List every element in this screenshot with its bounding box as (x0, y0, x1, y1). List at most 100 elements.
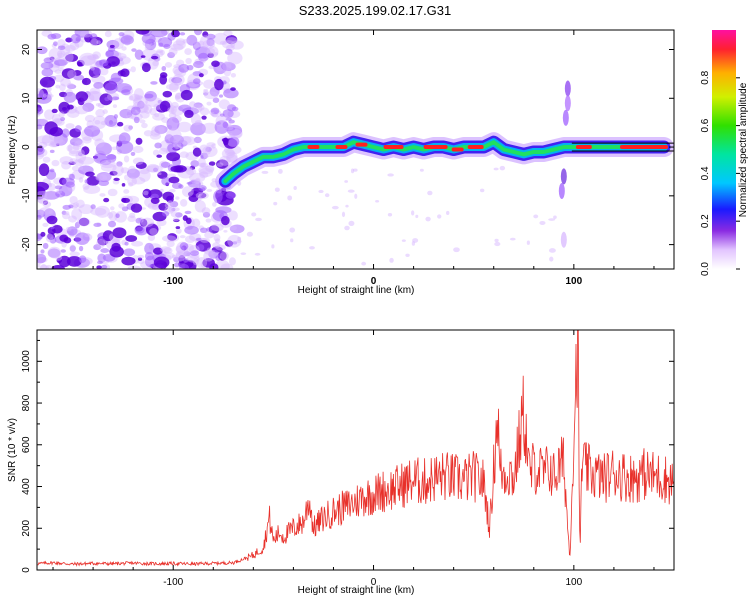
noise-blob (92, 67, 102, 76)
noise-blob (93, 81, 104, 89)
noise-blob (204, 249, 216, 255)
noise-blob (199, 144, 210, 153)
noise-blob (135, 226, 145, 234)
noise-blob (204, 231, 215, 239)
noise-blob (74, 221, 80, 229)
noise-blob (74, 125, 82, 133)
noise-blob (141, 62, 151, 73)
noise-blob (62, 212, 71, 220)
noise-blob (66, 144, 73, 152)
noise-blob (110, 206, 115, 211)
noise-blob (156, 49, 164, 53)
noise-blob (548, 218, 556, 221)
noise-blob (53, 136, 64, 144)
noise-blob (173, 262, 181, 268)
noise-blob (344, 225, 350, 231)
noise-blob (130, 203, 143, 213)
spectrogram-x-tick-label: -100 (163, 276, 183, 287)
noise-blob (89, 87, 101, 95)
noise-blob (162, 211, 170, 217)
noise-blob (157, 172, 162, 176)
noise-blob (96, 265, 102, 269)
noise-blob (185, 57, 192, 65)
noise-blob (375, 199, 380, 203)
noise-blob (220, 263, 234, 269)
noise-blob (40, 231, 46, 237)
noise-blob (172, 217, 179, 222)
noise-blob (168, 47, 178, 56)
noise-blob (111, 96, 120, 101)
noise-blob (324, 193, 330, 198)
noise-blob (74, 140, 84, 147)
noise-blob (66, 255, 82, 267)
noise-blob (168, 112, 177, 119)
noise-blob (45, 233, 54, 243)
noise-blob (168, 105, 177, 115)
noise-blob (69, 173, 75, 181)
noise-blob (427, 190, 433, 196)
spectrogram-x-tick-label: 100 (565, 276, 582, 287)
noise-blob (161, 176, 171, 186)
noise-blob (154, 142, 162, 149)
noise-blob (198, 73, 204, 78)
noise-blob (167, 107, 175, 113)
snr-y-tick-label: 0 (21, 567, 32, 573)
noise-blob (123, 155, 130, 163)
noise-blob (166, 151, 181, 162)
noise-blob (232, 241, 238, 245)
noise-blob (212, 242, 221, 249)
noise-blob (60, 78, 71, 87)
noise-blob (37, 194, 45, 204)
noise-blob (37, 107, 44, 115)
noise-blob (144, 259, 155, 265)
noise-blob (230, 72, 237, 78)
noise-blob (227, 51, 243, 65)
noise-blob (61, 68, 76, 79)
snr-x-tick-label: -100 (163, 577, 183, 588)
noise-blob (159, 147, 168, 155)
spectrogram-y-tick-label: -20 (21, 237, 32, 252)
noise-blob (453, 247, 460, 253)
colorbar-title: Normalized spectral amplitude (738, 82, 749, 217)
noise-blob (109, 170, 118, 176)
noise-blob (46, 93, 54, 98)
noise-blob (74, 30, 89, 38)
noise-blob (193, 41, 201, 49)
noise-blob (65, 123, 75, 129)
noise-blob (54, 74, 65, 83)
noise-blob (206, 101, 212, 106)
noise-blob (78, 204, 94, 215)
noise-blob (112, 104, 117, 108)
noise-blob (494, 241, 501, 247)
noise-blob (179, 235, 186, 239)
noise-blob (222, 121, 229, 129)
noise-blob (57, 45, 66, 51)
noise-blob (142, 188, 152, 199)
noise-blob (66, 104, 74, 110)
noise-blob (509, 237, 516, 241)
noise-blob (40, 249, 45, 254)
noise-blob (90, 66, 95, 71)
noise-blob (102, 230, 114, 242)
noise-blob (37, 142, 40, 147)
noise-blob (130, 151, 136, 156)
noise-blob (130, 106, 141, 116)
snr-x-tick-label: 100 (565, 577, 582, 588)
noise-blob (93, 244, 102, 251)
noise-blob (219, 40, 228, 45)
noise-blob (130, 66, 136, 73)
noise-blob (145, 97, 163, 107)
noise-blob (123, 189, 130, 194)
noise-blob (140, 217, 155, 228)
noise-blob (120, 68, 130, 78)
noise-blob (78, 255, 87, 263)
snr-y-tick-label: 600 (21, 436, 32, 453)
noise-blob (82, 183, 90, 190)
noise-blob (168, 176, 180, 184)
noise-blob (107, 188, 118, 197)
noise-blob (227, 122, 232, 128)
noise-blob (157, 100, 163, 104)
noise-blob (254, 252, 261, 256)
noise-blob (117, 121, 124, 127)
noise-blob (199, 227, 208, 234)
